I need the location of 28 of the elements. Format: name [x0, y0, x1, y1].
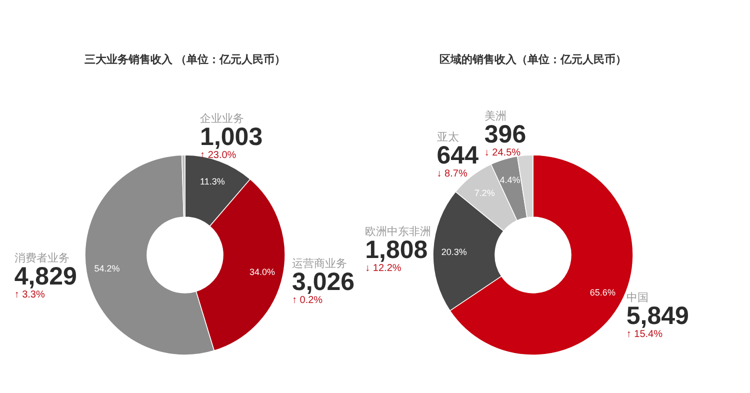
text: ↑ 15.4% — [626, 328, 663, 340]
slice-label: 亚太 — [436, 130, 459, 144]
slice-label: 企业业务 — [200, 112, 244, 125]
text: 5,849 — [626, 302, 689, 330]
data-label: 20.3% — [441, 246, 467, 257]
data-label: 11.3% — [200, 176, 225, 186]
text: ↑ 0.2% — [292, 295, 323, 306]
text: 644 — [436, 142, 478, 170]
text: ↑ 3.3% — [14, 290, 45, 301]
text: ↓ 12.2% — [365, 263, 402, 274]
data-label: 4.4% — [500, 174, 520, 185]
slice-label: 欧洲中东非洲 — [365, 225, 432, 238]
chart-title: 区域的销售收入（单位：亿元人民币） — [440, 53, 626, 66]
text: 4,829 — [14, 262, 77, 291]
chart-title: 三大业务销售收入 （单位：亿元人民币） — [84, 53, 286, 66]
slice-label: 消费者业务 — [14, 252, 70, 265]
text: 396 — [484, 120, 526, 148]
text: 3,026 — [292, 268, 355, 296]
data-label: 34.0% — [250, 266, 276, 277]
slice-label: 运营商业务 — [292, 257, 347, 270]
text: ↓ 24.5% — [484, 148, 521, 158]
slice-label: 美洲 — [484, 110, 506, 122]
slice-label: 中国 — [626, 290, 648, 304]
text: ↓ 8.7% — [436, 168, 468, 180]
text: 1,003 — [200, 122, 263, 151]
data-label: 65.6% — [590, 288, 616, 298]
data-label: 54.2% — [94, 263, 120, 274]
text: 1,808 — [365, 236, 428, 264]
